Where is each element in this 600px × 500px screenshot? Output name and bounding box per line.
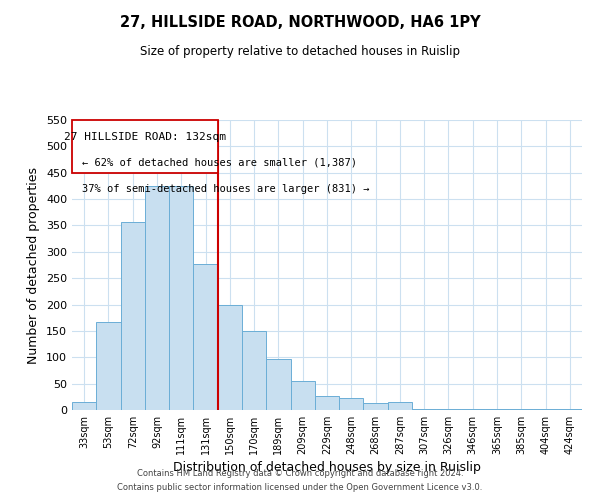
Bar [558, 409, 582, 410]
Bar [290, 381, 315, 410]
Bar [509, 409, 533, 410]
FancyBboxPatch shape [72, 120, 218, 172]
Bar [315, 396, 339, 410]
Bar [364, 403, 388, 410]
Text: Size of property relative to detached houses in Ruislip: Size of property relative to detached ho… [140, 45, 460, 58]
Bar [461, 409, 485, 410]
Y-axis label: Number of detached properties: Number of detached properties [28, 166, 40, 364]
Text: 27 HILLSIDE ROAD: 132sqm: 27 HILLSIDE ROAD: 132sqm [64, 132, 226, 141]
Bar [412, 409, 436, 410]
X-axis label: Distribution of detached houses by size in Ruislip: Distribution of detached houses by size … [173, 461, 481, 474]
Bar [121, 222, 145, 410]
Bar [266, 359, 290, 410]
Bar [533, 409, 558, 410]
Text: 27, HILLSIDE ROAD, NORTHWOOD, HA6 1PY: 27, HILLSIDE ROAD, NORTHWOOD, HA6 1PY [119, 15, 481, 30]
Bar [388, 402, 412, 410]
Bar [193, 264, 218, 410]
Text: Contains public sector information licensed under the Open Government Licence v3: Contains public sector information licen… [118, 484, 482, 492]
Text: ← 62% of detached houses are smaller (1,387): ← 62% of detached houses are smaller (1,… [82, 158, 357, 168]
Text: Contains HM Land Registry data © Crown copyright and database right 2024.: Contains HM Land Registry data © Crown c… [137, 468, 463, 477]
Bar [485, 409, 509, 410]
Bar [96, 322, 121, 410]
Bar [242, 331, 266, 410]
Text: 37% of semi-detached houses are larger (831) →: 37% of semi-detached houses are larger (… [82, 184, 370, 194]
Bar [72, 402, 96, 410]
Bar [218, 304, 242, 410]
Bar [169, 186, 193, 410]
Bar [145, 186, 169, 410]
Bar [436, 409, 461, 410]
Bar [339, 398, 364, 410]
